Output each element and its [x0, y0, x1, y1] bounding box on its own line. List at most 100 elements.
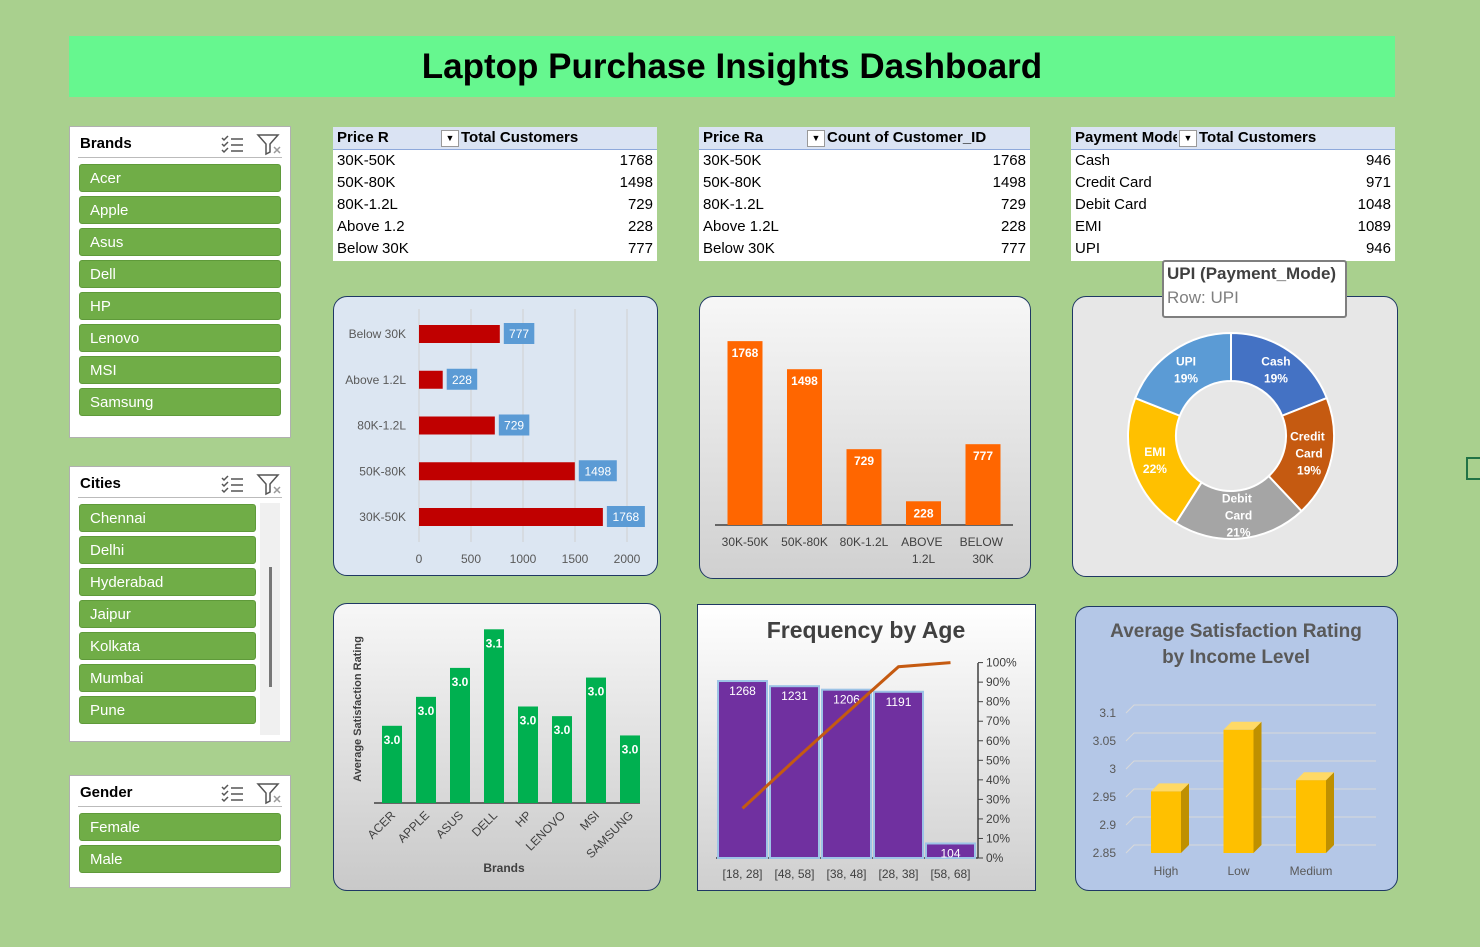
- slicer-divider: [78, 806, 282, 807]
- row-label: Credit Card: [1075, 174, 1152, 191]
- slicer: Brands Acer Apple Asus Dell HP Lenovo MSI Samsun…: [69, 126, 291, 438]
- x-tick-label: ACER: [365, 808, 399, 842]
- chart: Cash 19% Credit Card 19% Debit Card 21% EMI 22%…: [1127, 331, 1335, 540]
- table-row: Above 1.2 228: [333, 216, 657, 238]
- chart-panel: 3.0 ACER 3.0 APPLE 3.0 ASUS 3.1 DELL 3.0 HP 3.0 LEN…: [333, 603, 661, 891]
- bar-side: [1253, 721, 1262, 853]
- table-row: 50K-80K 1498: [699, 172, 1030, 194]
- bar: [419, 325, 500, 343]
- slicer-item[interactable]: Mumbai: [79, 664, 256, 692]
- x-tick-label: 80K-1.2L: [840, 535, 889, 549]
- slicer-item[interactable]: Hyderabad: [79, 568, 256, 596]
- x-tick-label: 500: [461, 552, 481, 566]
- y2-tick-label: 100%: [986, 656, 1017, 670]
- x-axis-label: Brands: [483, 861, 525, 875]
- slicer-item[interactable]: Asus: [79, 228, 281, 256]
- segment-label: Cash: [1261, 354, 1290, 368]
- chart-panel: 1768 30K-50K 1498 50K-80K 729 80K-1.2L 228 ABOV…: [699, 296, 1031, 579]
- slicer-item[interactable]: HP: [79, 292, 281, 320]
- y2-tick-label: 50%: [986, 753, 1010, 767]
- filter-dropdown[interactable]: ▼: [441, 130, 459, 147]
- filter-dropdown[interactable]: ▼: [807, 130, 825, 147]
- table-header: Price R ▼ Total Customers: [333, 127, 657, 150]
- table-row: UPI 946: [1071, 238, 1395, 260]
- donut-segment: [1174, 474, 1303, 540]
- x-tick-label: DELL: [469, 808, 500, 839]
- data-label: 1498: [584, 464, 611, 478]
- slicer-item[interactable]: Pune: [79, 696, 256, 724]
- slicer-item[interactable]: Lenovo: [79, 324, 281, 352]
- slicer-item[interactable]: Acer: [79, 164, 281, 192]
- bar: [382, 725, 402, 803]
- table-row: 50K-80K 1498: [333, 172, 657, 194]
- slicer-item[interactable]: Male: [79, 845, 281, 873]
- x-tick-label: HP: [512, 808, 534, 830]
- data-label: 1768: [613, 510, 640, 524]
- header-cell: Price R: [337, 129, 389, 146]
- data-label: 3.0: [452, 675, 469, 689]
- row-value: 228: [1000, 218, 1026, 235]
- y-tick-label: Below 30K: [349, 327, 406, 341]
- tooltip: UPI (Payment_Mode) Row: UPI: [1162, 260, 1347, 318]
- chart-title: Frequency by Age: [767, 617, 966, 643]
- row-value: 1498: [992, 174, 1026, 191]
- slicer-item[interactable]: Jaipur: [79, 600, 256, 628]
- slicer-item[interactable]: Apple: [79, 196, 281, 224]
- row-label: 30K-50K: [703, 152, 762, 169]
- x-tick-label: 2000: [614, 552, 641, 566]
- header-cell: Total Customers: [1199, 129, 1317, 146]
- chart: 0 500 1000 1500 2000 30K-50K 1768 50K-80K 1498 80…: [345, 309, 645, 566]
- segment-value: 22%: [1143, 462, 1167, 476]
- data-label: 1206: [833, 693, 860, 707]
- y-tick-label: 3: [1109, 762, 1116, 776]
- slicer-item[interactable]: Samsung: [79, 388, 281, 416]
- data-label-box: [606, 506, 645, 527]
- row-label: 50K-80K: [337, 174, 396, 191]
- y-tick-label: 2.9: [1099, 818, 1116, 832]
- row-label: 80K-1.2L: [337, 196, 398, 213]
- slicer-icons[interactable]: [216, 471, 286, 497]
- x-tick-label: [48, 58]: [774, 867, 814, 881]
- y2-tick-label: 60%: [986, 734, 1010, 748]
- data-label: 1268: [729, 684, 756, 698]
- data-label-box: [498, 414, 530, 436]
- bar: [906, 501, 941, 525]
- data-label: 3.0: [622, 742, 639, 756]
- filter-dropdown[interactable]: ▼: [1179, 130, 1197, 147]
- grid-line: [1125, 732, 1376, 742]
- slicer-item[interactable]: Female: [79, 813, 281, 841]
- grid-line: [1125, 760, 1376, 770]
- slicer-item[interactable]: MSI: [79, 356, 281, 384]
- slicer-divider: [78, 497, 282, 498]
- table-row: Debit Card 1048: [1071, 194, 1395, 216]
- slicer-item[interactable]: Chennai: [79, 504, 256, 532]
- table-row: EMI 1089: [1071, 216, 1395, 238]
- slicer-title: Brands: [80, 135, 132, 152]
- bar: [965, 444, 1001, 525]
- slicer-item[interactable]: Kolkata: [79, 632, 256, 660]
- grid-line: [1125, 816, 1376, 826]
- slicer-icons[interactable]: [216, 780, 286, 806]
- x-tick-label: Low: [1227, 864, 1249, 878]
- slicer-item[interactable]: Dell: [79, 260, 281, 288]
- bar: [450, 667, 470, 803]
- bar: [1223, 729, 1254, 853]
- bar: [727, 341, 763, 525]
- slicer-icons[interactable]: [216, 131, 286, 157]
- row-value: 228: [627, 218, 653, 235]
- header-cell: Total Customers: [461, 129, 579, 146]
- data-label: 3.1: [486, 636, 503, 650]
- data-label: 1231: [781, 689, 808, 703]
- pivot-table: Payment Mode ▼ Total Customers Cash 946 Credi…: [1071, 127, 1395, 261]
- grid-line: [1125, 788, 1376, 798]
- pivot-table: Price R ▼ Total Customers 30K-50K 1768 50K-80…: [333, 127, 657, 261]
- data-label: 1768: [732, 346, 759, 360]
- x-tick-label: [18, 28]: [722, 867, 762, 881]
- x-tick-label: Medium: [1290, 864, 1333, 878]
- segment-label: EMI: [1144, 445, 1165, 459]
- y-axis-label: Average Satisfaction Rating: [352, 636, 364, 782]
- slicer-item[interactable]: Delhi: [79, 536, 256, 564]
- row-label: 50K-80K: [703, 174, 762, 191]
- table-row: Below 30K 777: [333, 238, 657, 260]
- row-label: UPI: [1075, 240, 1101, 257]
